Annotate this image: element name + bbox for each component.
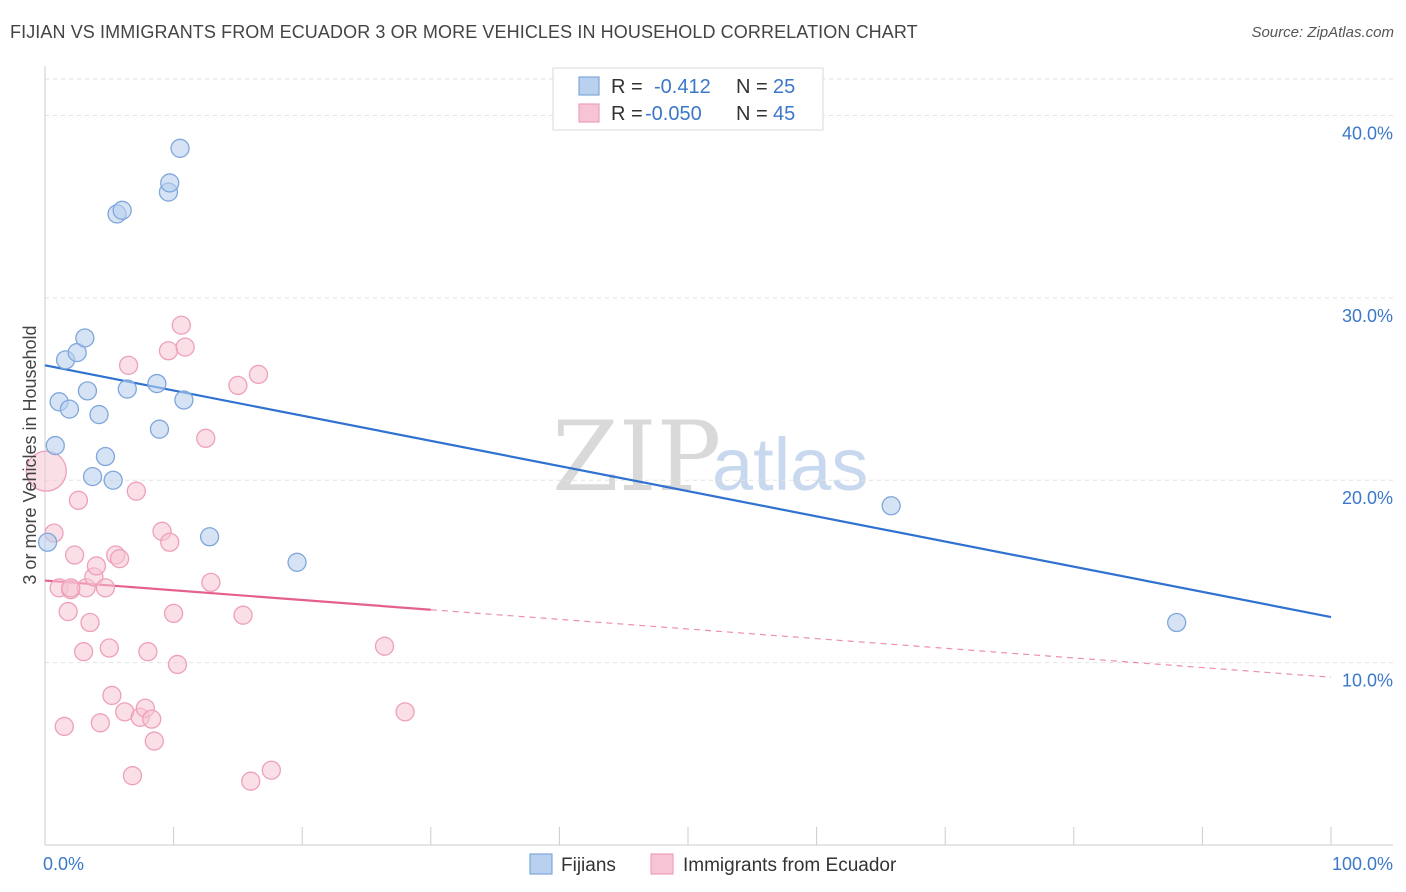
top-legend: R = -0.412 N = 25 R = -0.050 N = 45 bbox=[552, 67, 824, 131]
ecuador-point-16 bbox=[102, 685, 122, 706]
fijians-point-23 bbox=[881, 496, 901, 516]
grid bbox=[45, 78, 1393, 664]
legend-swatch-fijians bbox=[578, 76, 600, 96]
ecuador-point-34 bbox=[175, 337, 195, 357]
fijians-point-9 bbox=[89, 404, 109, 425]
y-tick-label-20: 20.0% bbox=[1342, 488, 1393, 508]
ecuador-point-33 bbox=[171, 315, 191, 335]
axes: 10.0% 20.0% 30.0% 40.0% 0.0% 100.0% bbox=[43, 66, 1393, 874]
legend-fijians-r-label: R = bbox=[611, 76, 643, 98]
watermark-zip: ZIP bbox=[552, 401, 721, 513]
x-tick-label-end: 100.0% bbox=[1332, 854, 1393, 874]
legend-fijians-n-value: 25 bbox=[773, 76, 795, 98]
ecuador-point-37 bbox=[228, 375, 248, 396]
fijians-point-16 bbox=[149, 419, 170, 439]
chart-title: FIJIAN VS IMMIGRANTS FROM ECUADOR 3 OR M… bbox=[10, 22, 918, 42]
ecuador-point-6 bbox=[64, 545, 85, 565]
fijians-point-14 bbox=[117, 379, 137, 399]
fijians-point-19 bbox=[170, 138, 190, 158]
fijians-point-15 bbox=[147, 373, 167, 394]
ecuador-point-8 bbox=[73, 642, 94, 662]
ecuador-point-10 bbox=[80, 612, 100, 633]
fijians-point-0 bbox=[37, 532, 58, 552]
ecuador-point-7 bbox=[68, 490, 89, 510]
bottom-legend-swatch-ecuador bbox=[650, 853, 674, 875]
ecuador-point-27 bbox=[144, 731, 164, 751]
x-tick-label-start: 0.0% bbox=[43, 854, 84, 874]
ecuador-point-20 bbox=[118, 355, 139, 375]
bottom-legend: Fijians Immigrants from Ecuador bbox=[529, 853, 897, 876]
ecuador-point-31 bbox=[163, 603, 184, 624]
legend-fijians-n-label: N = bbox=[736, 76, 768, 98]
fijians-point-13 bbox=[112, 200, 132, 220]
y-axis-label: 3 or more Vehicles in Household bbox=[20, 325, 40, 584]
fijians-point-11 bbox=[103, 470, 123, 490]
data-points bbox=[25, 138, 1187, 791]
ecuador-point-13 bbox=[90, 713, 110, 733]
ecuador-point-39 bbox=[248, 364, 269, 385]
ecuador-point-42 bbox=[374, 636, 395, 656]
bottom-legend-swatch-fijians bbox=[529, 853, 553, 875]
fijians-point-4 bbox=[59, 399, 80, 419]
ecuador-point-35 bbox=[196, 428, 216, 448]
ecuador-point-12 bbox=[86, 556, 107, 576]
ecuador-point-25 bbox=[138, 642, 158, 662]
ecuador-point-38 bbox=[233, 605, 253, 625]
legend-swatch-ecuador bbox=[578, 103, 600, 123]
ecuador-point-18 bbox=[109, 549, 130, 569]
ecuador-point-0 bbox=[25, 450, 67, 492]
fijians-point-24 bbox=[1167, 612, 1187, 633]
ecuador-point-32 bbox=[167, 654, 188, 675]
fijians-point-18 bbox=[160, 173, 180, 193]
ecuador-point-36 bbox=[201, 572, 221, 593]
ecuador-point-44 bbox=[61, 578, 81, 598]
y-tick-label-40: 40.0% bbox=[1342, 123, 1393, 143]
fijians-trendline bbox=[44, 364, 1332, 619]
ecuador-trendline-dashed bbox=[430, 609, 1332, 678]
ecuador-point-3 bbox=[54, 716, 74, 737]
legend-ecuador-r-label: R = bbox=[611, 103, 643, 125]
ecuador-point-22 bbox=[126, 481, 146, 501]
fijians-point-10 bbox=[95, 446, 116, 467]
ecuador-point-21 bbox=[122, 766, 143, 786]
fijians-point-20 bbox=[174, 390, 194, 410]
legend-fijians-r-value: -0.412 bbox=[654, 76, 711, 98]
bottom-legend-fijians: Fijians bbox=[561, 855, 616, 876]
ecuador-point-15 bbox=[99, 638, 119, 658]
watermark-atlas: atlas bbox=[712, 423, 868, 506]
ecuador-point-14 bbox=[95, 578, 116, 598]
fijians-point-6 bbox=[75, 328, 95, 348]
ecuador-point-41 bbox=[261, 760, 281, 780]
ecuador-point-30 bbox=[160, 532, 180, 552]
y-tick-label-30: 30.0% bbox=[1342, 306, 1393, 326]
fijians-point-1 bbox=[45, 435, 65, 456]
fijians-point-22 bbox=[287, 552, 307, 572]
ecuador-point-43 bbox=[395, 702, 415, 722]
fijians-point-21 bbox=[199, 527, 220, 547]
bottom-legend-ecuador: Immigrants from Ecuador bbox=[683, 855, 897, 876]
ecuador-point-4 bbox=[58, 601, 78, 622]
ecuador-point-29 bbox=[158, 341, 179, 361]
fijians-point-7 bbox=[77, 381, 98, 401]
fijians-point-8 bbox=[82, 466, 103, 487]
chart-source: Source: ZipAtlas.com bbox=[1251, 24, 1394, 41]
legend-ecuador-n-label: N = bbox=[736, 103, 768, 125]
ecuador-point-26 bbox=[142, 709, 162, 729]
ecuador-point-40 bbox=[241, 771, 261, 791]
y-tick-label-10: 10.0% bbox=[1342, 671, 1393, 691]
legend-ecuador-r-value: -0.050 bbox=[645, 103, 702, 125]
legend-ecuador-n-value: 45 bbox=[773, 103, 795, 125]
